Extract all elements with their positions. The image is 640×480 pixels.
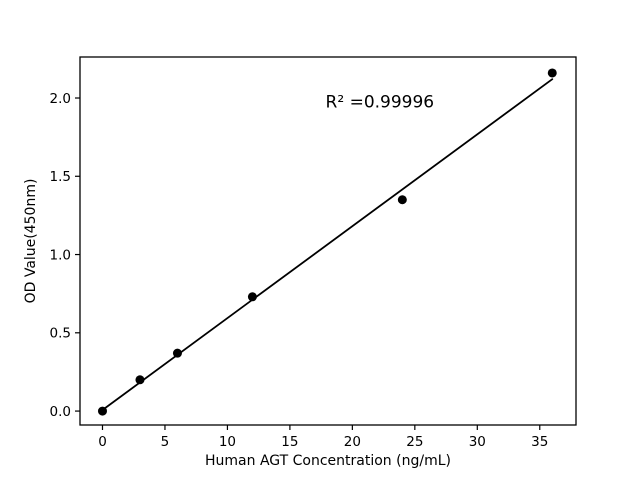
y-tick-label: 2.0 [50, 91, 71, 107]
data-point [247, 292, 257, 302]
x-axis-label: Human AGT Concentration (ng/mL) [205, 453, 451, 469]
y-tick-label: 0.0 [50, 404, 71, 420]
x-tick-label: 15 [281, 434, 298, 450]
y-tick-label: 1.0 [50, 247, 71, 263]
y-tick-label: 0.5 [50, 326, 71, 342]
data-point [397, 195, 407, 205]
x-tick-label: 25 [406, 434, 423, 450]
r-squared-annotation: R² =0.99996 [326, 92, 435, 112]
x-tick-label: 0 [98, 434, 107, 450]
data-point [135, 375, 145, 385]
data-point [547, 68, 557, 78]
data-point [172, 348, 182, 358]
data-point [97, 406, 107, 416]
y-tick-label: 1.5 [50, 169, 71, 185]
x-tick-label: 30 [469, 434, 486, 450]
y-axis-label: OD Value(450nm) [23, 179, 39, 304]
axes-frame [79, 56, 577, 426]
x-tick-label: 10 [219, 434, 236, 450]
x-tick-label: 35 [531, 434, 548, 450]
x-tick-label: 20 [344, 434, 361, 450]
x-tick-label: 5 [161, 434, 170, 450]
